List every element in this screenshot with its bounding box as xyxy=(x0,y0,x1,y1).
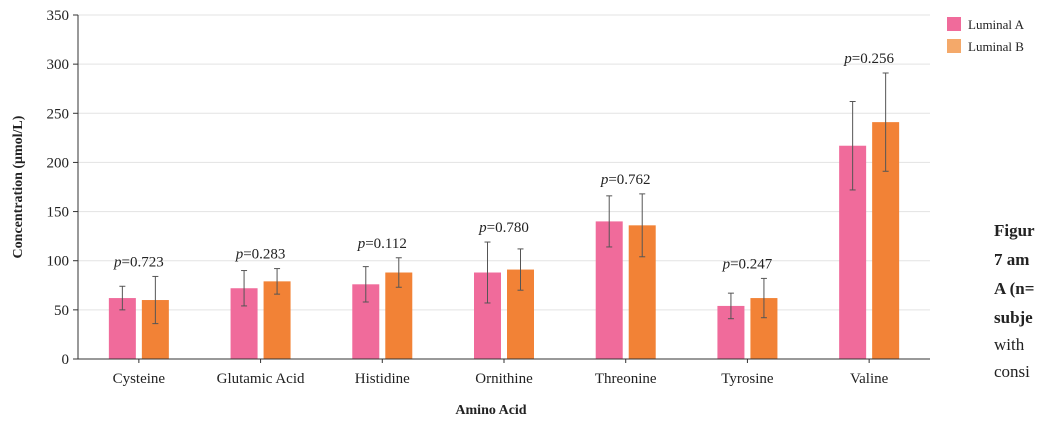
legend-swatch xyxy=(947,17,961,31)
x-axis-title: Amino Acid xyxy=(455,403,526,418)
legend-swatch xyxy=(947,39,961,53)
p-value-label: p=0.780 xyxy=(478,220,529,236)
figure-caption: Figur 7 am A (n= subje with consi xyxy=(994,221,1035,381)
y-tick-label: 50 xyxy=(54,303,69,319)
caption-line: A (n= xyxy=(994,279,1034,298)
p-value-labels: p=0.723 p=0.283 p=0.112 p=0.780 p=0.762 p=0.2… xyxy=(113,51,894,272)
caption-line: Figur xyxy=(994,221,1035,240)
legend: Luminal A Luminal B xyxy=(947,17,1025,54)
x-tick-labels: Cysteine Glutamic Acid Histidine Ornithine T… xyxy=(113,371,889,387)
x-tick-label: Ornithine xyxy=(475,371,533,387)
bars-layer xyxy=(108,122,900,359)
y-tick-label: 200 xyxy=(47,155,70,171)
caption-line: 7 am xyxy=(994,250,1029,269)
x-tick-label: Tyrosine xyxy=(721,371,774,387)
y-tick-label: 150 xyxy=(47,205,70,221)
gridlines xyxy=(78,14,930,311)
caption-line: consi xyxy=(994,362,1030,381)
p-value-label: p=0.247 xyxy=(722,256,773,272)
p-value-label: p=0.112 xyxy=(357,236,407,252)
y-tick-labels: 0 50 100 150 200 250 300 350 xyxy=(47,8,70,368)
y-axis-title: Concentration (μmol/L) xyxy=(11,115,26,258)
p-value-label: p=0.762 xyxy=(600,172,651,188)
y-tick-label: 350 xyxy=(47,8,70,24)
x-tick-label: Valine xyxy=(850,371,889,387)
error-bars-layer xyxy=(119,72,889,325)
y-tick-label: 0 xyxy=(62,352,70,368)
x-tick-label: Glutamic Acid xyxy=(217,371,305,387)
legend-label: Luminal B xyxy=(968,39,1024,54)
p-value-label: p=0.283 xyxy=(235,247,286,263)
legend-label: Luminal A xyxy=(968,17,1025,32)
p-value-label: p=0.256 xyxy=(843,51,894,67)
x-tick-label: Threonine xyxy=(595,371,657,387)
x-tick-label: Cysteine xyxy=(113,371,166,387)
axes xyxy=(73,14,930,363)
y-tick-label: 250 xyxy=(47,106,70,122)
p-value-label: p=0.723 xyxy=(113,254,164,270)
caption-line: with xyxy=(994,335,1025,354)
caption-line: subje xyxy=(994,308,1033,327)
y-tick-label: 300 xyxy=(47,57,70,73)
x-tick-label: Histidine xyxy=(355,371,410,387)
y-tick-label: 100 xyxy=(47,254,70,270)
